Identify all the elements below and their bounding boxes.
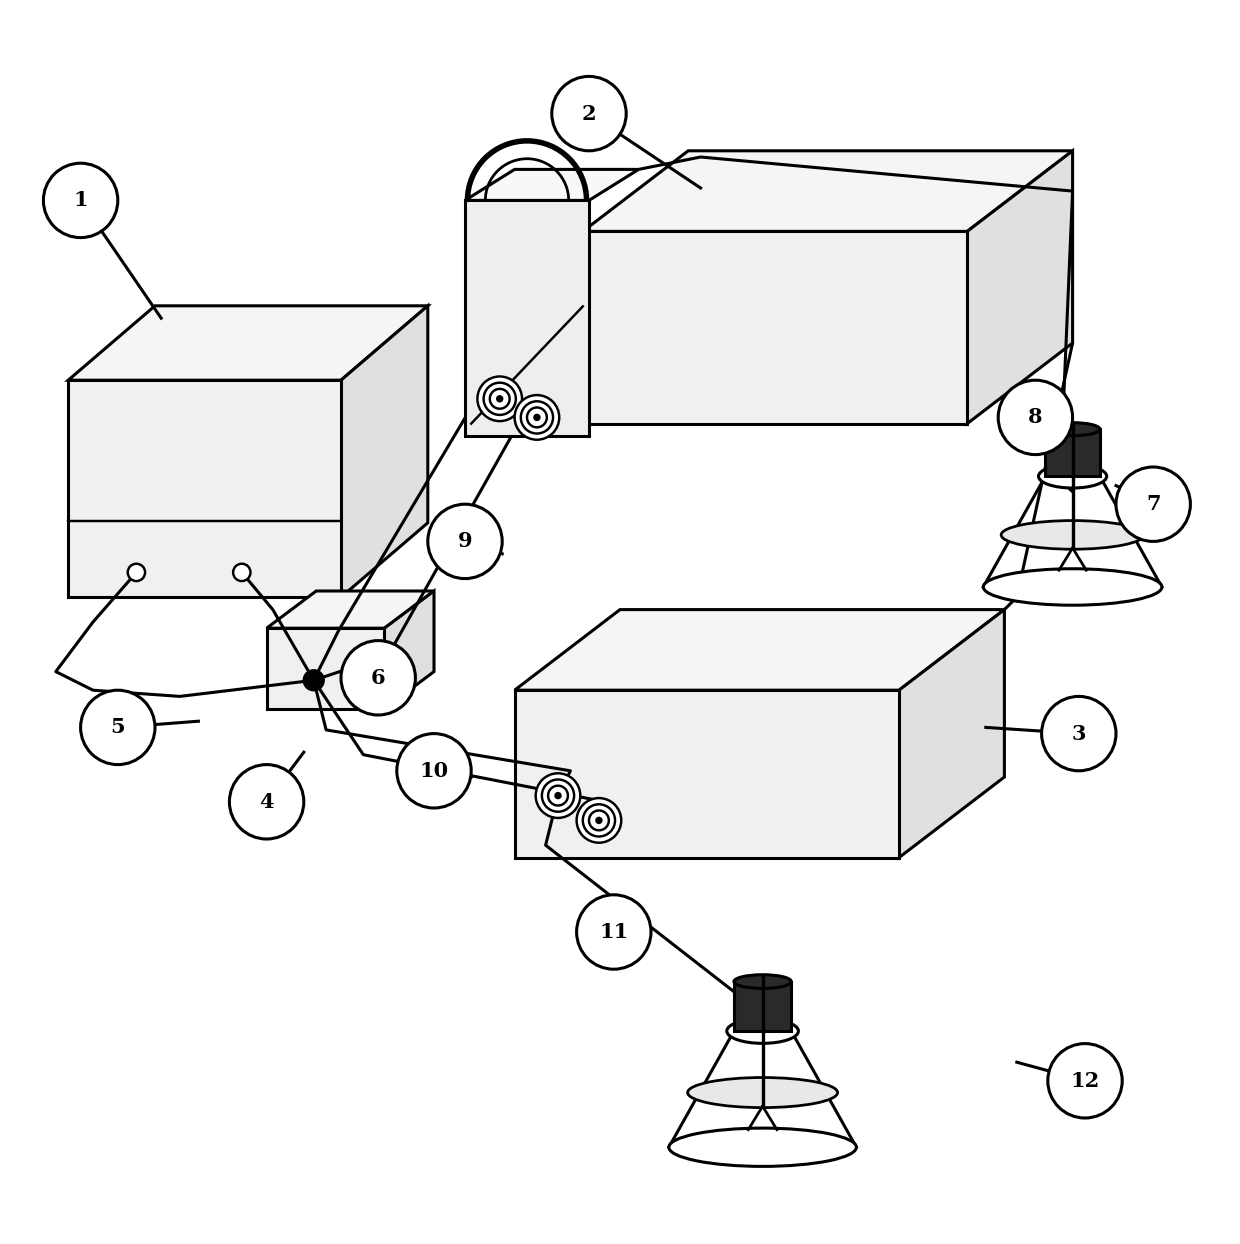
Polygon shape xyxy=(465,169,639,200)
Circle shape xyxy=(341,641,415,715)
Polygon shape xyxy=(384,591,434,709)
Circle shape xyxy=(233,564,250,581)
Circle shape xyxy=(583,805,615,836)
Circle shape xyxy=(595,816,603,824)
Text: 3: 3 xyxy=(1071,724,1086,744)
Circle shape xyxy=(1042,697,1116,771)
Ellipse shape xyxy=(1039,464,1106,488)
Circle shape xyxy=(554,792,562,800)
Circle shape xyxy=(577,894,651,969)
Text: 10: 10 xyxy=(419,761,449,781)
Circle shape xyxy=(521,402,553,433)
Circle shape xyxy=(428,504,502,578)
Circle shape xyxy=(490,389,510,409)
Circle shape xyxy=(386,662,408,684)
Circle shape xyxy=(533,414,541,422)
Text: 11: 11 xyxy=(599,922,629,942)
Polygon shape xyxy=(68,381,341,597)
Text: 9: 9 xyxy=(458,531,472,551)
Text: 5: 5 xyxy=(110,718,125,738)
Polygon shape xyxy=(515,610,1004,690)
Circle shape xyxy=(589,811,609,830)
Circle shape xyxy=(552,76,626,151)
Circle shape xyxy=(303,669,325,692)
Circle shape xyxy=(515,396,559,439)
Ellipse shape xyxy=(668,1128,857,1167)
Text: 7: 7 xyxy=(1146,494,1161,514)
Circle shape xyxy=(43,163,118,238)
Polygon shape xyxy=(899,610,1004,857)
Text: 1: 1 xyxy=(73,190,88,210)
Text: 12: 12 xyxy=(1070,1071,1100,1091)
Ellipse shape xyxy=(727,1019,799,1044)
Polygon shape xyxy=(583,231,967,424)
Polygon shape xyxy=(465,200,589,435)
Text: 4: 4 xyxy=(259,791,274,812)
Ellipse shape xyxy=(688,1077,837,1107)
Text: 6: 6 xyxy=(371,668,386,688)
Polygon shape xyxy=(267,591,434,628)
Circle shape xyxy=(1048,1044,1122,1118)
Circle shape xyxy=(229,765,304,838)
Circle shape xyxy=(496,396,503,403)
Circle shape xyxy=(542,780,574,812)
Polygon shape xyxy=(734,982,791,1031)
Polygon shape xyxy=(967,151,1073,424)
Polygon shape xyxy=(68,306,428,381)
Circle shape xyxy=(484,383,516,415)
Circle shape xyxy=(527,408,547,428)
Polygon shape xyxy=(341,306,428,597)
Circle shape xyxy=(998,381,1073,454)
Circle shape xyxy=(81,690,155,765)
Circle shape xyxy=(397,734,471,809)
Circle shape xyxy=(1116,466,1190,541)
Ellipse shape xyxy=(1045,423,1100,435)
Circle shape xyxy=(536,774,580,817)
Polygon shape xyxy=(267,628,384,709)
Ellipse shape xyxy=(983,569,1162,605)
Ellipse shape xyxy=(1001,520,1145,549)
Polygon shape xyxy=(515,690,899,857)
Text: 2: 2 xyxy=(582,103,596,123)
Circle shape xyxy=(477,377,522,422)
Polygon shape xyxy=(1045,429,1100,476)
Polygon shape xyxy=(583,151,1073,231)
Circle shape xyxy=(548,786,568,806)
Circle shape xyxy=(128,564,145,581)
Ellipse shape xyxy=(734,975,791,989)
Text: 8: 8 xyxy=(1028,407,1043,428)
Circle shape xyxy=(577,799,621,842)
